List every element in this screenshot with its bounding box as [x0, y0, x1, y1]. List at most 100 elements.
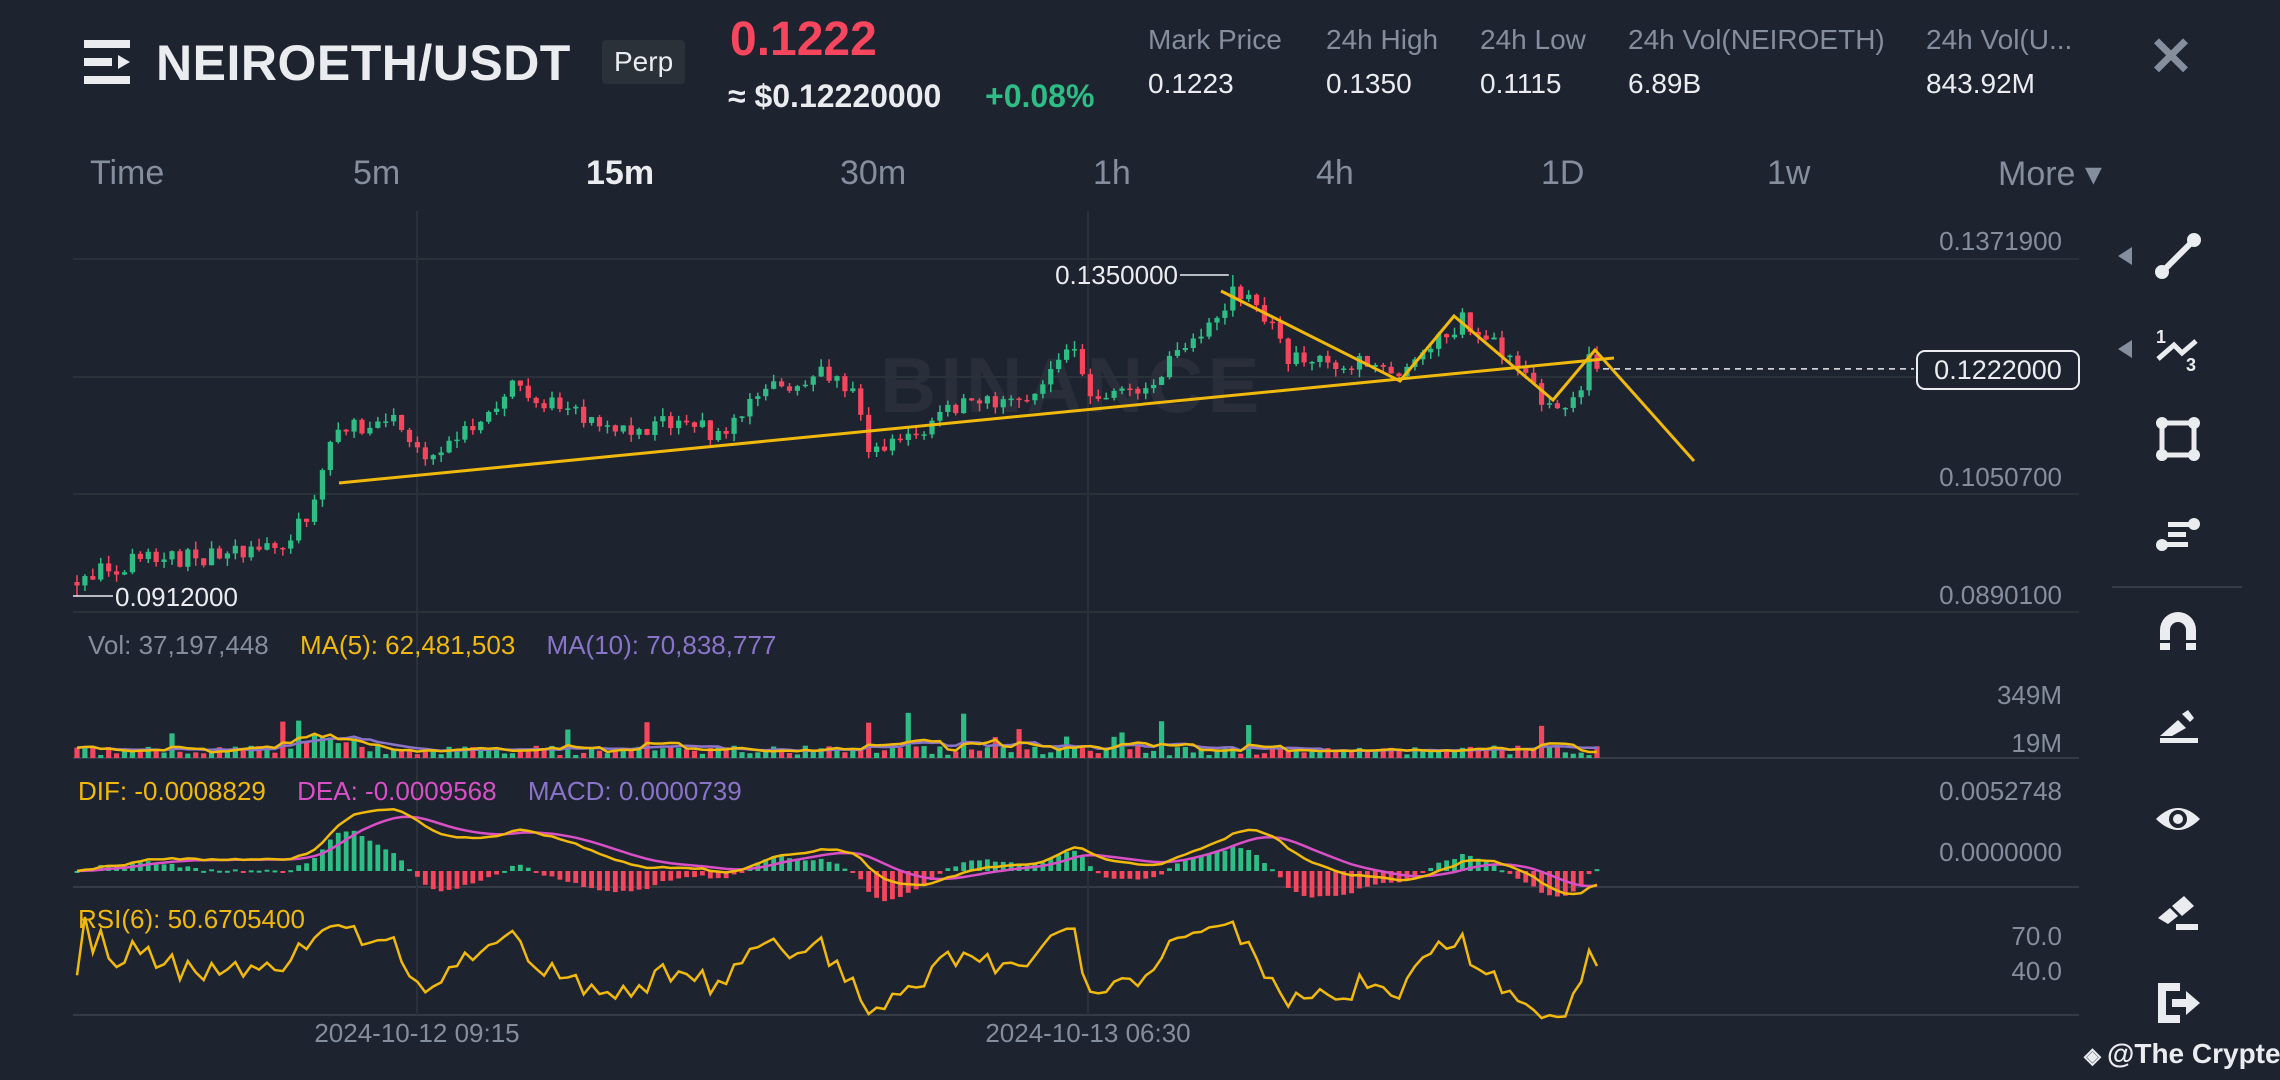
- macd-histogram-bar: [217, 870, 222, 873]
- volume-bar: [842, 752, 848, 758]
- candle-body: [1214, 317, 1220, 323]
- volume-axis-label: 349M: [1996, 680, 2062, 710]
- volume-bar: [1285, 750, 1291, 758]
- volume-bar: [1523, 750, 1529, 758]
- macd-histogram-bar: [652, 871, 658, 886]
- candle-body: [1103, 397, 1109, 400]
- parallel-channel-icon[interactable]: [2152, 509, 2204, 561]
- candle-body: [834, 376, 840, 381]
- magnet-icon[interactable]: [2152, 606, 2204, 658]
- macd-histogram-bar: [161, 864, 167, 871]
- macd-histogram-bar: [834, 863, 840, 871]
- volume-bar: [1459, 747, 1466, 758]
- candle-body: [1309, 362, 1315, 364]
- rectangle-icon[interactable]: [2152, 413, 2204, 465]
- volume-bar: [193, 752, 199, 758]
- eye-icon[interactable]: [2152, 793, 2204, 845]
- candle-body: [493, 408, 500, 412]
- candle-body: [438, 452, 444, 456]
- candle-body: [976, 400, 983, 404]
- volume-bar: [1032, 746, 1038, 758]
- candle-body: [1475, 331, 1481, 336]
- volume-bar: [90, 746, 96, 758]
- tab-30m[interactable]: 30m: [840, 154, 907, 192]
- candle-body: [842, 376, 848, 392]
- stat-value: 0.1350: [1326, 68, 1412, 99]
- candle-body: [723, 431, 729, 434]
- volume-bar: [1467, 746, 1473, 758]
- trend-line-icon[interactable]: [2152, 230, 2204, 282]
- eraser-icon[interactable]: [2152, 886, 2204, 938]
- expand-arrow-icon[interactable]: [2118, 247, 2132, 265]
- macd-histogram-bar: [905, 871, 911, 893]
- tab-1w[interactable]: 1w: [1767, 154, 1811, 192]
- date-axis-label: 2024-10-13 06:30: [985, 1018, 1191, 1048]
- candle-body: [296, 518, 302, 541]
- candle-body: [1008, 398, 1014, 401]
- expand-arrow-icon[interactable]: [2118, 340, 2132, 358]
- volume-bar: [1546, 745, 1553, 758]
- macd-histogram-bar: [1119, 871, 1125, 879]
- macd-histogram-bar: [510, 865, 515, 871]
- candle-body: [343, 429, 349, 432]
- macd-histogram-bar: [351, 830, 357, 871]
- tab-time[interactable]: Time: [90, 154, 165, 192]
- macd-histogram-bar: [454, 871, 460, 889]
- volume-bar: [98, 755, 104, 758]
- volume-bar: [1412, 747, 1418, 758]
- pencil-icon[interactable]: [2152, 698, 2204, 750]
- pair-title[interactable]: NEIROETH/USDT: [156, 35, 571, 91]
- volume-bar: [1309, 749, 1315, 758]
- macd-histogram-bar: [1309, 871, 1315, 898]
- tab-4h[interactable]: 4h: [1316, 154, 1354, 192]
- macd-histogram-bar: [858, 871, 864, 880]
- volume-bar: [113, 753, 120, 758]
- macd-histogram-bar: [1349, 871, 1354, 894]
- tab-1d[interactable]: 1D: [1541, 154, 1585, 192]
- date-axis-label: 2024-10-12 09:15: [314, 1018, 520, 1048]
- volume-bar: [1056, 747, 1062, 758]
- volume-bar: [1499, 749, 1505, 758]
- volume-bar: [1443, 750, 1450, 758]
- volume-bar: [1483, 750, 1489, 758]
- candle-body: [1483, 335, 1489, 340]
- macd-histogram-bar: [795, 859, 800, 871]
- volume-bar: [1230, 748, 1236, 758]
- menu-icon[interactable]: [84, 38, 136, 86]
- candle-body: [1246, 294, 1252, 300]
- candle-body: [1040, 384, 1046, 394]
- current-price-label: 0.1222000: [1916, 350, 2080, 390]
- volume-bar: [1538, 725, 1545, 758]
- volume-legend: Vol: 37,197,448 MA(5): 62,481,503 MA(10)…: [88, 630, 776, 661]
- candle-body: [121, 572, 128, 575]
- tab-1h[interactable]: 1h: [1093, 154, 1131, 192]
- fibonacci-icon[interactable]: 13: [2152, 323, 2204, 375]
- macd-axis-label: 0.0000000: [1939, 837, 2062, 867]
- usd-price: ≈ $0.12220000: [728, 78, 942, 114]
- tab-15m[interactable]: 15m: [586, 154, 655, 192]
- macd-histogram-bar: [407, 869, 412, 872]
- volume-bar: [272, 752, 278, 758]
- tab-more[interactable]: More ▾: [1998, 155, 2102, 193]
- macd-histogram-bar: [1586, 871, 1592, 875]
- close-icon: ✕: [2148, 27, 2194, 87]
- volume-bar: [826, 746, 832, 758]
- volume-bar: [129, 751, 136, 758]
- volume-bar: [106, 747, 112, 758]
- volume-bar: [478, 749, 484, 758]
- macd-histogram-bar: [367, 840, 373, 871]
- close-button[interactable]: ✕: [2148, 30, 2194, 84]
- candle-body: [541, 403, 547, 409]
- candle-body: [968, 398, 975, 401]
- macd-histogram-bar: [541, 871, 547, 876]
- volume-bar: [691, 750, 698, 758]
- volume-bar: [676, 747, 682, 758]
- exit-icon[interactable]: [2152, 977, 2204, 1029]
- volume-bar: [1143, 752, 1149, 758]
- volume-bar: [177, 751, 183, 758]
- candle-body: [509, 380, 516, 397]
- macd-histogram-bar: [343, 831, 349, 871]
- tab-5m[interactable]: 5m: [353, 154, 401, 192]
- macd-histogram-bar: [201, 870, 207, 873]
